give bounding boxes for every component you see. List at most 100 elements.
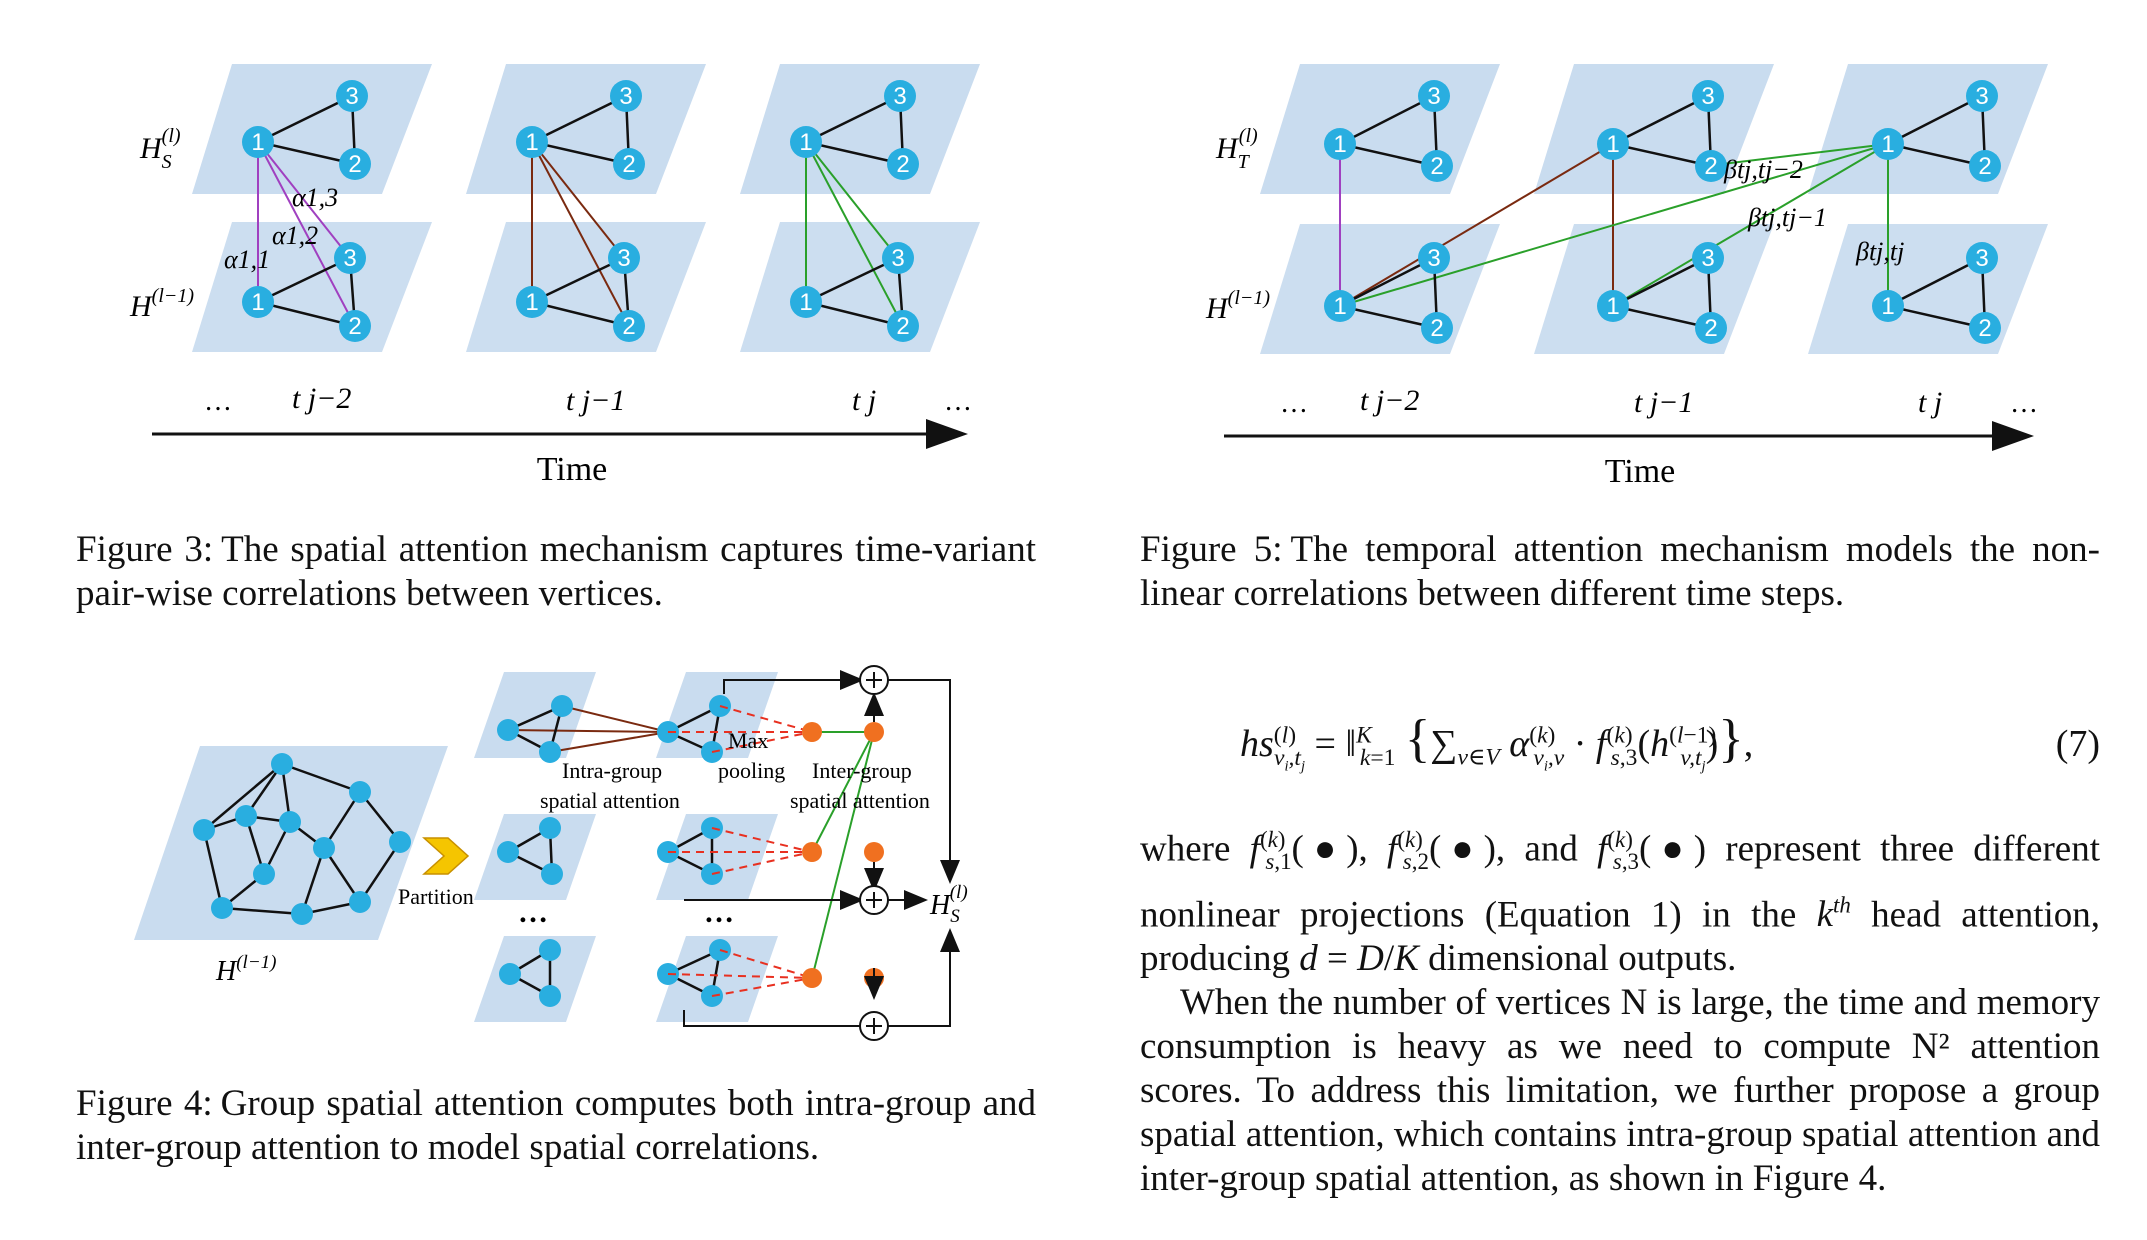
graph-nodes: 1 2 3 1 2 3 1 2 3 1 2 3 1 2 3 1 2 3 bbox=[242, 80, 919, 342]
layer-label-bottom: H(l−1) bbox=[1205, 287, 1270, 325]
node-circle bbox=[349, 891, 371, 913]
node-circle: 3 bbox=[336, 80, 368, 112]
svg-text:1: 1 bbox=[1606, 131, 1619, 158]
node-circle bbox=[539, 741, 561, 763]
time-label-tj-1: t j−1 bbox=[1634, 386, 1693, 419]
svg-text:2: 2 bbox=[1430, 153, 1443, 180]
time-label-tj-2: t j−2 bbox=[1360, 384, 1419, 417]
node-circle: 2 bbox=[613, 148, 645, 180]
ellipsis-right: … bbox=[944, 386, 972, 417]
node-circle: 1 bbox=[516, 126, 548, 158]
node-circle: 2 bbox=[1421, 150, 1453, 182]
node-circle: 1 bbox=[1597, 290, 1629, 322]
node-circle bbox=[253, 863, 275, 885]
node-circle bbox=[271, 753, 293, 775]
attention-lines-tj-2 bbox=[257, 141, 356, 327]
ellipsis-left: … bbox=[1280, 388, 1308, 419]
svg-text:3: 3 bbox=[1427, 245, 1440, 272]
node-circle: 1 bbox=[1872, 290, 1904, 322]
ellipsis-left: … bbox=[518, 896, 548, 929]
alpha-1-2-label: α1,2 bbox=[272, 221, 318, 250]
svg-text:1: 1 bbox=[1333, 131, 1346, 158]
svg-text:2: 2 bbox=[1978, 153, 1991, 180]
svg-text:2: 2 bbox=[348, 151, 361, 178]
beta-label-tj-1: βtj,tj−1 bbox=[1747, 203, 1827, 232]
node-circle: 1 bbox=[242, 286, 274, 318]
figure-3-caption-text: The spatial attention mechanism captures… bbox=[76, 529, 1036, 614]
node-circle: 2 bbox=[1695, 312, 1727, 344]
node-circle: 3 bbox=[1418, 242, 1450, 274]
node-circle: 3 bbox=[608, 242, 640, 274]
paragraph-1: where f(k)s,1(●), f(k)s,2(●), and f(k)s,… bbox=[1140, 827, 2101, 980]
svg-text:2: 2 bbox=[896, 313, 909, 340]
figure-4-caption: Figure 4: Group spatial attention compute… bbox=[76, 1082, 1036, 1170]
node-circle: 3 bbox=[1966, 242, 1998, 274]
node-circle: 1 bbox=[1597, 128, 1629, 160]
node-circle: 1 bbox=[516, 286, 548, 318]
equation-7: hs(l)vi,tj = ‖Kk=1 {∑v∈V α(k)vi,v · f(k)… bbox=[1240, 700, 2100, 790]
node-circle bbox=[313, 837, 335, 859]
figure-4-group-spatial-attention: H(l−1) Partition bbox=[134, 665, 968, 1041]
node-circle bbox=[864, 842, 884, 862]
svg-text:2: 2 bbox=[1704, 315, 1717, 342]
plane-group bbox=[1260, 64, 2048, 354]
sum-icon bbox=[859, 665, 889, 695]
ellipsis-left: … bbox=[204, 386, 232, 417]
svg-text:1: 1 bbox=[251, 129, 264, 156]
svg-text:1: 1 bbox=[1606, 293, 1619, 320]
svg-text:1: 1 bbox=[1881, 131, 1894, 158]
paragraph-2: When the number of vertices N is large, … bbox=[1140, 982, 2100, 1200]
node-circle bbox=[193, 819, 215, 841]
beta-label-tj: βtj,tj bbox=[1855, 237, 1904, 266]
figure-5-caption-label: Figure 5: bbox=[1140, 529, 1283, 570]
svg-text:3: 3 bbox=[619, 83, 632, 110]
svg-text:2: 2 bbox=[348, 313, 361, 340]
node-circle bbox=[864, 722, 884, 742]
node-circle: 2 bbox=[887, 310, 919, 342]
input-graph-nodes bbox=[193, 753, 411, 925]
node-circle bbox=[497, 841, 519, 863]
inter-group-label-line2: spatial attention bbox=[790, 788, 930, 813]
partition-chevron-icon bbox=[422, 837, 470, 875]
node-circle bbox=[291, 903, 313, 925]
figure-5-caption-text: The temporal attention mechanism models … bbox=[1140, 529, 2100, 614]
node-circle: 3 bbox=[884, 80, 916, 112]
svg-text:3: 3 bbox=[1975, 245, 1988, 272]
node-circle bbox=[235, 805, 257, 827]
node-circle bbox=[349, 781, 371, 803]
svg-text:2: 2 bbox=[1430, 315, 1443, 342]
p1-part-d: dimensional outputs. bbox=[1428, 938, 1737, 980]
node-circle: 2 bbox=[339, 148, 371, 180]
max-pooling-lines bbox=[667, 705, 813, 997]
node-circle bbox=[211, 897, 233, 919]
svg-text:1: 1 bbox=[251, 289, 264, 316]
figure-4-caption-label: Figure 4: bbox=[76, 1083, 213, 1124]
alpha-1-3-label: α1,3 bbox=[292, 183, 338, 212]
node-circle bbox=[802, 968, 822, 988]
node-circle: 3 bbox=[882, 242, 914, 274]
svg-text:1: 1 bbox=[525, 129, 538, 156]
sum-circles bbox=[859, 665, 889, 1041]
group-graph-edges bbox=[505, 703, 722, 999]
svg-text:3: 3 bbox=[893, 83, 906, 110]
node-circle: 1 bbox=[1872, 128, 1904, 160]
svg-text:3: 3 bbox=[1975, 83, 1988, 110]
svg-text:1: 1 bbox=[1881, 293, 1894, 320]
node-circle: 3 bbox=[610, 80, 642, 112]
p1-part-a: where bbox=[1140, 828, 1231, 870]
alpha-1-1-label: α1,1 bbox=[224, 245, 270, 274]
node-circle: 2 bbox=[1969, 150, 2001, 182]
figure-5-caption: Figure 5: The temporal attention mechanis… bbox=[1140, 528, 2100, 616]
ellipsis-right: … bbox=[2010, 388, 2038, 419]
node-circle: 2 bbox=[1695, 150, 1727, 182]
figure-5-temporal-attention: 1 2 3 1 2 3 1 2 3 1 2 3 1 2 3 1 2 3 HT(l… bbox=[1205, 64, 2048, 490]
graph-edges bbox=[254, 94, 905, 328]
node-circle: 3 bbox=[1966, 80, 1998, 112]
graph-edges bbox=[1336, 94, 1987, 330]
sum-icon bbox=[859, 885, 889, 915]
graph-nodes: 1 2 3 1 2 3 1 2 3 1 2 3 1 2 3 1 2 3 bbox=[1324, 80, 2001, 344]
group-planes-left bbox=[474, 672, 596, 1022]
svg-text:2: 2 bbox=[1704, 153, 1717, 180]
node-circle bbox=[539, 939, 561, 961]
node-circle: 1 bbox=[1324, 290, 1356, 322]
